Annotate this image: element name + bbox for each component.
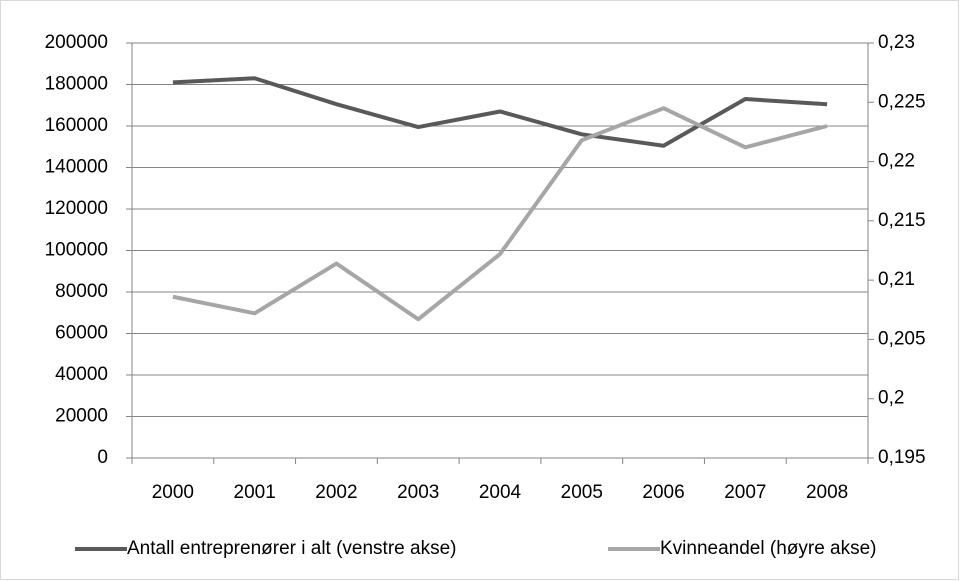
x-tick-label: 2007 <box>724 482 766 503</box>
x-tick-label: 2001 <box>234 482 276 503</box>
y2-tick-label: 0,21 <box>878 269 915 290</box>
y2-tick-label: 0,22 <box>878 151 915 172</box>
x-tick-label: 2002 <box>315 482 357 503</box>
y-tick-label: 0 <box>97 447 108 468</box>
y2-tick-label: 0,215 <box>878 210 926 231</box>
x-tick-label: 2005 <box>561 482 603 503</box>
legend-label: Antall entreprenører i alt (venstre akse… <box>127 538 456 559</box>
y-tick-label: 120000 <box>45 198 108 219</box>
y-tick-label: 40000 <box>55 364 108 385</box>
x-tick-label: 2008 <box>806 482 848 503</box>
y-tick-label: 160000 <box>45 115 108 136</box>
x-tick-label: 2003 <box>397 482 439 503</box>
y2-tick-label: 0,195 <box>878 447 926 468</box>
y-tick-label: 180000 <box>45 74 108 95</box>
y-tick-label: 140000 <box>45 157 108 178</box>
y2-tick-label: 0,205 <box>878 328 926 349</box>
y-tick-label: 20000 <box>55 406 108 427</box>
x-tick-label: 2006 <box>642 482 684 503</box>
series-line <box>172 106 828 322</box>
legend-label: Kvinneandel (høyre akse) <box>660 538 877 559</box>
series-line <box>172 76 828 148</box>
y-tick-label: 200000 <box>45 32 108 53</box>
y2-tick-label: 0,23 <box>878 32 915 53</box>
x-tick-label: 2004 <box>479 482 522 503</box>
y-tick-label: 100000 <box>45 240 108 261</box>
y2-tick-label: 0,2 <box>878 388 904 409</box>
y2-tick-label: 0,225 <box>878 91 926 112</box>
x-tick-label: 2000 <box>152 482 194 503</box>
y-tick-label: 60000 <box>55 323 108 344</box>
y-tick-label: 80000 <box>55 281 108 302</box>
